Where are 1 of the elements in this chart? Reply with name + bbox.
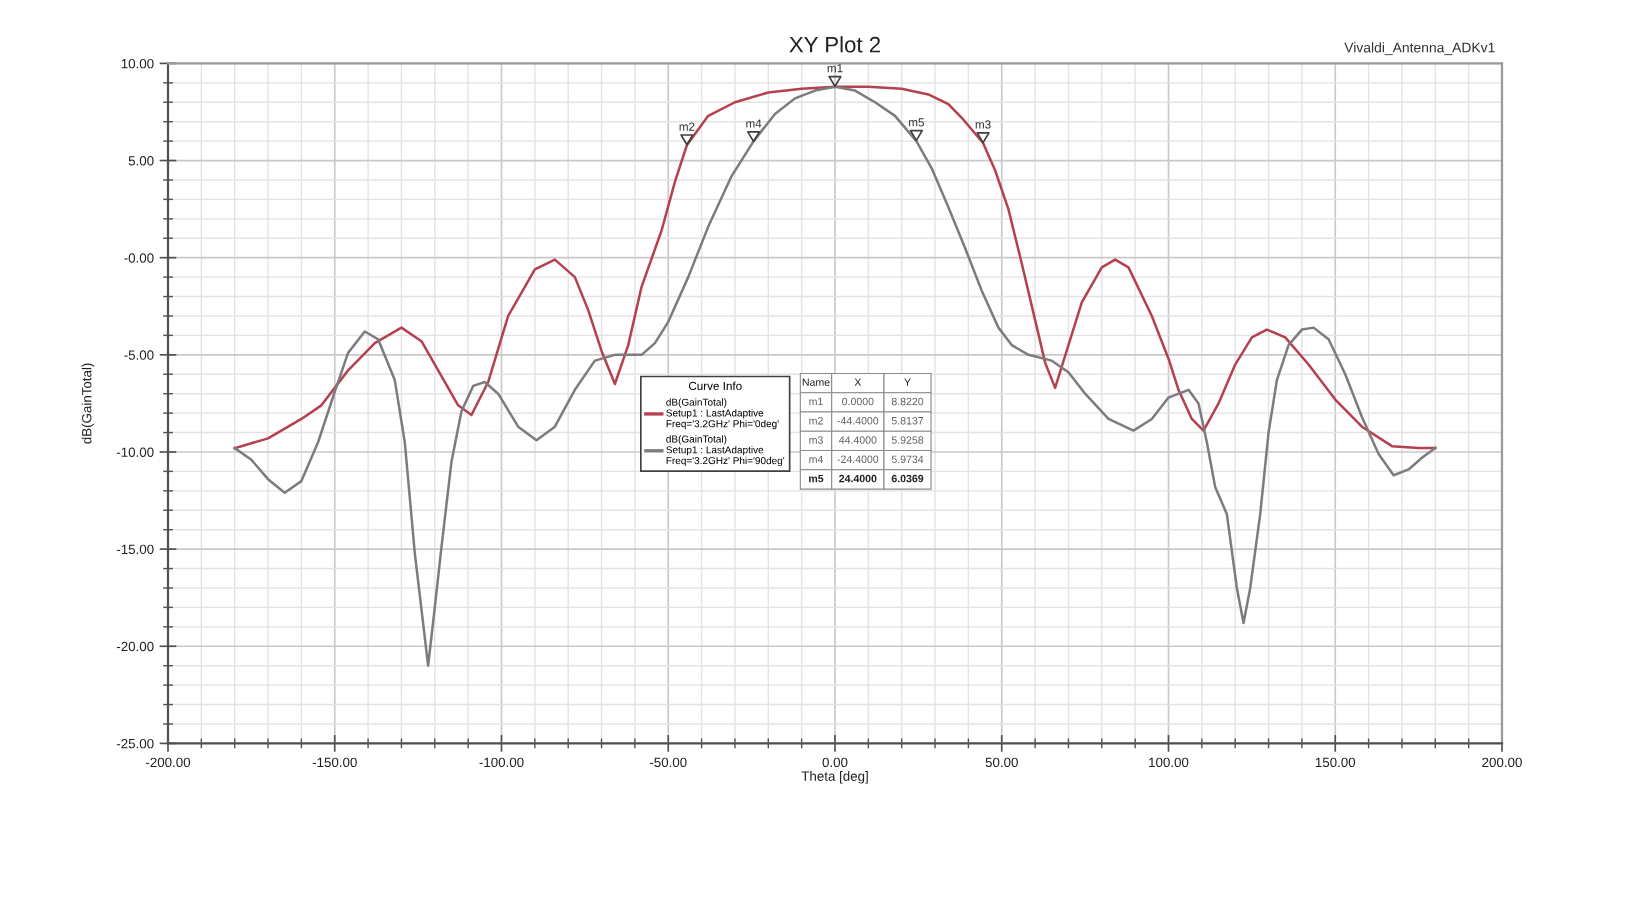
- chart-title: XY Plot 2: [789, 36, 881, 53]
